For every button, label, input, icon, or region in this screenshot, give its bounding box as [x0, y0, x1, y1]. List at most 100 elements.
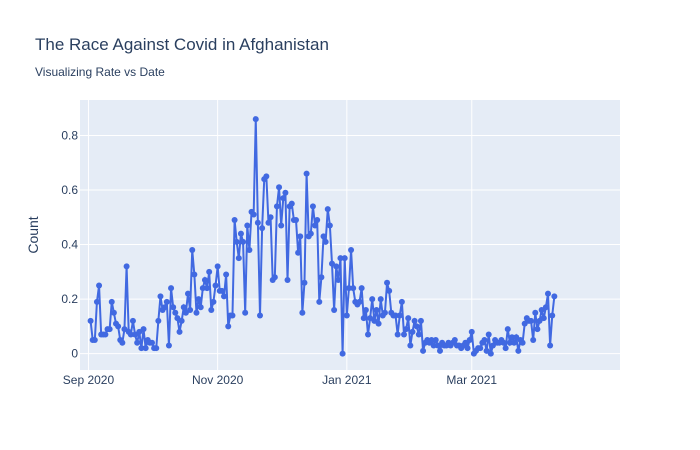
data-point	[341, 255, 348, 262]
data-point	[394, 331, 401, 338]
data-point	[87, 317, 94, 324]
data-point	[519, 339, 526, 346]
data-point	[468, 328, 475, 335]
data-point	[403, 326, 410, 333]
data-point	[244, 222, 251, 229]
data-point	[127, 331, 134, 338]
data-point	[333, 263, 340, 270]
data-point	[301, 279, 308, 286]
data-point	[316, 298, 323, 305]
data-point	[149, 339, 155, 346]
data-point	[462, 339, 469, 346]
data-point	[371, 317, 378, 324]
y-axis-title: Count	[25, 216, 41, 253]
data-point	[91, 337, 98, 343]
data-point	[276, 184, 283, 191]
data-point	[309, 203, 316, 210]
data-point	[312, 222, 319, 229]
data-point	[303, 170, 310, 177]
data-point	[218, 287, 225, 294]
x-tick-label: Jan 2021	[322, 373, 372, 387]
data-point	[396, 312, 403, 319]
data-point	[240, 238, 247, 245]
data-point	[515, 347, 522, 354]
data-point	[540, 315, 547, 322]
data-point	[212, 282, 219, 289]
data-point	[511, 339, 518, 346]
data-point	[345, 285, 352, 292]
data-point	[176, 328, 183, 335]
data-point	[214, 263, 221, 270]
data-point	[206, 268, 213, 275]
data-point	[189, 247, 196, 253]
data-point	[242, 309, 249, 316]
data-point	[199, 285, 206, 292]
data-point	[178, 317, 185, 324]
data-point	[331, 307, 338, 313]
data-point	[259, 225, 266, 232]
data-point	[360, 315, 367, 322]
data-point	[282, 189, 289, 196]
data-point	[407, 342, 414, 349]
data-point	[123, 263, 130, 270]
data-point	[225, 323, 232, 330]
data-point	[326, 222, 333, 229]
data-point	[377, 296, 384, 303]
data-point	[121, 326, 128, 333]
data-point	[428, 337, 435, 343]
data-point	[384, 279, 391, 286]
data-point	[221, 293, 227, 300]
chart-title: The Race Against Covid in Afghanistan	[35, 35, 329, 54]
data-point	[280, 195, 287, 202]
data-point	[252, 116, 259, 123]
data-point	[534, 326, 541, 333]
data-point	[297, 233, 304, 240]
data-point	[138, 345, 145, 352]
data-point	[502, 345, 509, 352]
data-point	[293, 217, 299, 223]
data-point	[182, 309, 189, 316]
x-tick-label: Mar 2021	[446, 373, 497, 387]
data-point	[187, 307, 194, 313]
data-point	[509, 334, 515, 341]
data-point	[163, 298, 170, 305]
data-point	[210, 298, 217, 305]
data-point	[532, 309, 539, 316]
data-point	[265, 219, 272, 226]
data-point	[386, 287, 393, 294]
data-point	[437, 347, 443, 354]
data-point	[411, 317, 418, 324]
data-point	[339, 350, 346, 357]
data-point	[335, 277, 342, 283]
data-point	[93, 298, 100, 305]
data-point	[318, 274, 325, 281]
data-point	[257, 312, 263, 319]
data-point	[271, 274, 278, 281]
data-point	[134, 339, 141, 346]
data-point	[263, 173, 270, 180]
data-point	[506, 339, 513, 346]
data-point	[142, 345, 149, 352]
y-tick-label: 0.2	[61, 292, 78, 306]
data-point	[157, 293, 164, 300]
data-point	[409, 328, 416, 335]
data-point	[129, 317, 136, 324]
data-point	[197, 304, 204, 311]
y-tick-label: 0.8	[61, 128, 78, 142]
data-point	[415, 331, 422, 338]
data-point	[375, 320, 382, 327]
data-point	[314, 217, 321, 223]
data-point	[320, 233, 327, 240]
data-point	[191, 271, 198, 278]
data-point	[358, 285, 365, 292]
gridlines	[80, 100, 620, 370]
data-point	[246, 247, 253, 253]
data-point	[432, 337, 439, 343]
data-point	[464, 345, 471, 352]
data-point	[102, 331, 109, 338]
data-point	[369, 296, 376, 303]
data-point	[172, 309, 179, 316]
x-tick-label: Sep 2020	[63, 373, 115, 387]
